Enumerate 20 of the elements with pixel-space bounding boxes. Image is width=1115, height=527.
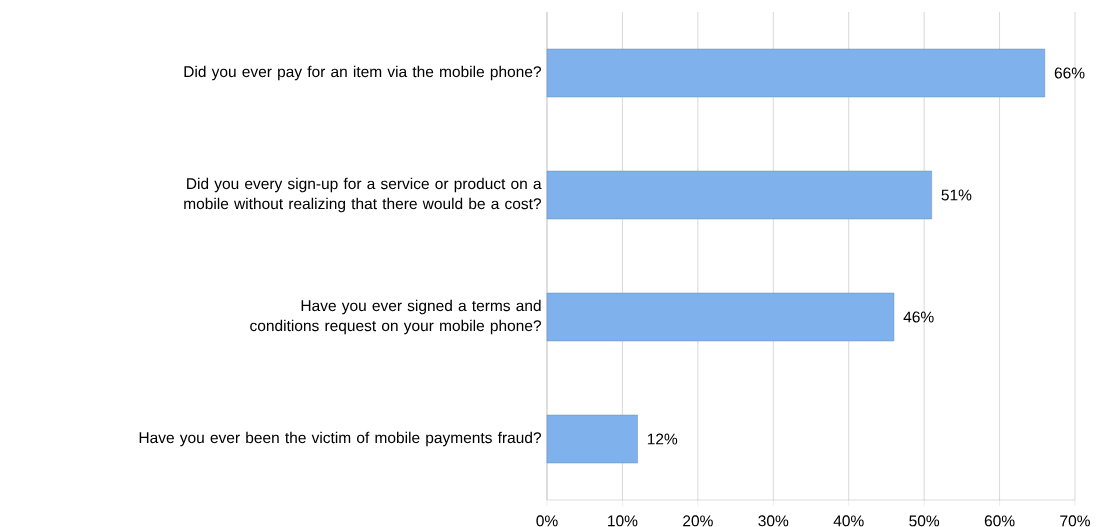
x-tick-label: 60% — [984, 515, 1015, 527]
data-label: 12% — [647, 433, 678, 445]
bar — [546, 170, 932, 220]
bar — [546, 48, 1046, 98]
y-tick-label: Did you every sign-up for a service or product on a mobile without realizing that there would be a cost? — [184, 177, 542, 213]
x-tick-label: 40% — [833, 515, 864, 527]
x-tick-label: 10% — [608, 515, 638, 527]
x-tick-label: 50% — [909, 515, 940, 527]
x-tick-label: 0% — [536, 515, 558, 527]
x-tick-label: 30% — [758, 515, 789, 527]
bar — [546, 414, 638, 464]
y-tick-label: Did you ever pay for an item via the mobile phone? — [184, 65, 541, 81]
bar — [546, 292, 895, 342]
x-tick-label: 70% — [1060, 515, 1090, 527]
data-label: 66% — [1054, 67, 1085, 79]
x-tick-label: 20% — [683, 515, 713, 527]
data-label: 46% — [903, 311, 934, 323]
y-tick-label: Have you ever been the victim of mobile payments fraud? — [139, 431, 541, 447]
y-tick-label: Have you ever signed a terms and conditions request on your mobile phone? — [250, 299, 541, 335]
data-label: 51% — [941, 189, 972, 201]
